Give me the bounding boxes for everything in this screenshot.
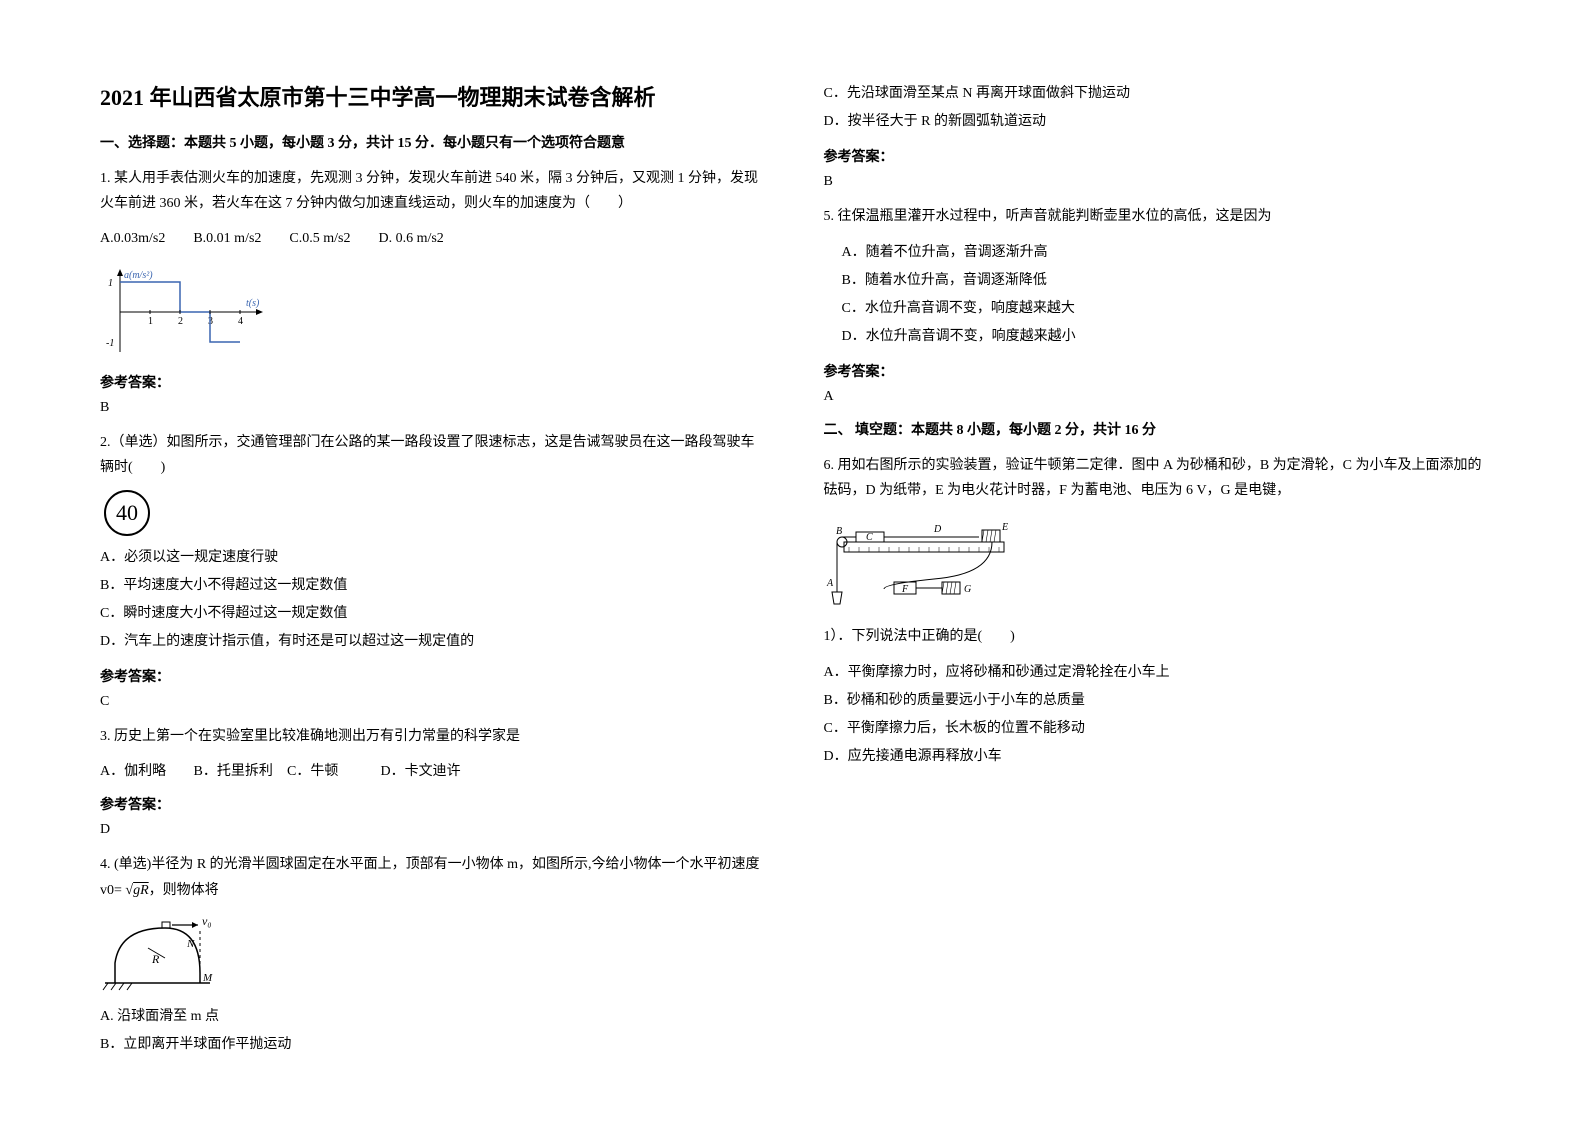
svg-text:4: 4 bbox=[238, 316, 243, 327]
q1-chart: 1 -1 a(m/s²) 1 2 3 4 t(s) bbox=[100, 262, 764, 362]
q4-stem: 4. (单选)半径为 R 的光滑半圆球固定在水平面上，顶部有一小物体 m，如图所… bbox=[100, 852, 764, 902]
q4-answer: B bbox=[824, 174, 1488, 190]
q3-option-b: B．托里拆利 bbox=[194, 759, 284, 784]
svg-text:a(m/s²): a(m/s²) bbox=[124, 270, 153, 281]
q1-answer: B bbox=[100, 400, 764, 416]
q6-options: A．平衡摩擦力时，应将砂桶和砂通过定滑轮拴在小车上 B．砂桶和砂的质量要远小于小… bbox=[824, 659, 1488, 771]
svg-text:t(s): t(s) bbox=[246, 298, 260, 309]
q3-stem: 3. 历史上第一个在实验室里比较准确地测出万有引力常量的科学家是 bbox=[100, 724, 764, 749]
q4-stem-suffix: ，则物体将 bbox=[149, 883, 219, 898]
q3-options: A．伽利略 B．托里拆利 C．牛顿 D．卡文迪许 bbox=[100, 759, 764, 784]
q2-option-c: C．瞬时速度大小不得超过这一规定数值 bbox=[100, 600, 764, 628]
q2-sign: 40 bbox=[104, 490, 150, 536]
svg-text:C: C bbox=[866, 532, 873, 543]
section-1-header: 一、选择题：本题共 5 小题，每小题 3 分，共计 15 分．每小题只有一个选项… bbox=[100, 132, 764, 152]
q3-option-a: A．伽利略 bbox=[100, 759, 190, 784]
q2-option-b: B．平均速度大小不得超过这一规定数值 bbox=[100, 572, 764, 600]
svg-text:A: A bbox=[826, 578, 834, 589]
q4-option-c: C．先沿球面滑至某点 N 再离开球面做斜下抛运动 bbox=[824, 80, 1488, 108]
svg-text:D: D bbox=[933, 524, 942, 535]
q6-option-a: A．平衡摩擦力时，应将砂桶和砂通过定滑轮拴在小车上 bbox=[824, 659, 1488, 687]
q2-option-d: D．汽车上的速度计指示值，有时还是可以超过这一规定值的 bbox=[100, 628, 764, 656]
q4-figure: v₀ R N M bbox=[100, 913, 764, 993]
q3-option-d: D．卡文迪许 bbox=[381, 759, 471, 784]
exam-title: 2021 年山西省太原市第十三中学高一物理期末试卷含解析 bbox=[100, 80, 764, 112]
q5-option-c: C．水位升高音调不变，响度越来越大 bbox=[824, 295, 1488, 323]
q2-option-a: A．必须以这一规定速度行驶 bbox=[100, 544, 764, 572]
svg-text:1: 1 bbox=[148, 316, 153, 327]
svg-text:B: B bbox=[836, 526, 842, 537]
q2-options: A．必须以这一规定速度行驶 B．平均速度大小不得超过这一规定数值 C．瞬时速度大… bbox=[100, 544, 764, 656]
q1-stem: 1. 某人用手表估测火车的加速度，先观测 3 分钟，发现火车前进 540 米，隔… bbox=[100, 166, 764, 216]
q4-option-b: B．立即离开半球面作平抛运动 bbox=[100, 1031, 764, 1059]
q5-option-a: A．随着不位升高，音调逐渐升高 bbox=[824, 239, 1488, 267]
q2-stem: 2.（单选）如图所示，交通管理部门在公路的某一路段设置了限速标志，这是告诫驾驶员… bbox=[100, 430, 764, 480]
q5-options: A．随着不位升高，音调逐渐升高 B．随着水位升高，音调逐渐降低 C．水位升高音调… bbox=[824, 239, 1488, 351]
svg-text:G: G bbox=[964, 584, 971, 595]
q6-figure: B C D E A F bbox=[824, 514, 1488, 614]
svg-text:R: R bbox=[151, 952, 160, 966]
q4-option-a: A. 沿球面滑至 m 点 bbox=[100, 1003, 764, 1031]
q1-answer-label: 参考答案： bbox=[100, 372, 764, 392]
q2-answer: C bbox=[100, 694, 764, 710]
svg-text:v₀: v₀ bbox=[202, 914, 212, 928]
svg-text:F: F bbox=[901, 584, 909, 595]
svg-text:N: N bbox=[186, 938, 195, 950]
q5-option-d: D．水位升高音调不变，响度越来越小 bbox=[824, 323, 1488, 351]
svg-text:2: 2 bbox=[178, 316, 183, 327]
svg-text:E: E bbox=[1001, 522, 1008, 533]
q3-answer-label: 参考答案： bbox=[100, 794, 764, 814]
svg-text:M: M bbox=[202, 972, 213, 984]
q6-option-b: B．砂桶和砂的质量要远小于小车的总质量 bbox=[824, 687, 1488, 715]
q3-answer: D bbox=[100, 822, 764, 838]
q5-answer: A bbox=[824, 389, 1488, 405]
q3-option-c: C．牛顿 bbox=[287, 759, 377, 784]
q6-option-d: D．应先接通电源再释放小车 bbox=[824, 743, 1488, 771]
q6-stem: 6. 用如右图所示的实验装置，验证牛顿第二定律．图中 A 为砂桶和砂，B 为定滑… bbox=[824, 453, 1488, 503]
svg-text:1: 1 bbox=[108, 278, 113, 289]
q5-stem: 5. 往保温瓶里灌开水过程中，听声音就能判断壶里水位的高低，这是因为 bbox=[824, 204, 1488, 229]
q4-answer-label: 参考答案： bbox=[824, 146, 1488, 166]
q6-option-c: C．平衡摩擦力后，长木板的位置不能移动 bbox=[824, 715, 1488, 743]
svg-text:-1: -1 bbox=[106, 338, 114, 349]
section-2-header: 二、 填空题：本题共 8 小题，每小题 2 分，共计 16 分 bbox=[824, 419, 1488, 439]
q5-option-b: B．随着水位升高，音调逐渐降低 bbox=[824, 267, 1488, 295]
q2-answer-label: 参考答案： bbox=[100, 666, 764, 686]
q5-answer-label: 参考答案： bbox=[824, 361, 1488, 381]
q4-option-d: D．按半径大于 R 的新圆弧轨道运动 bbox=[824, 108, 1488, 136]
q1-options: A.0.03m/s2 B.0.01 m/s2 C.0.5 m/s2 D. 0.6… bbox=[100, 226, 764, 251]
q6-sub-stem: 1）．下列说法中正确的是( ) bbox=[824, 624, 1488, 649]
